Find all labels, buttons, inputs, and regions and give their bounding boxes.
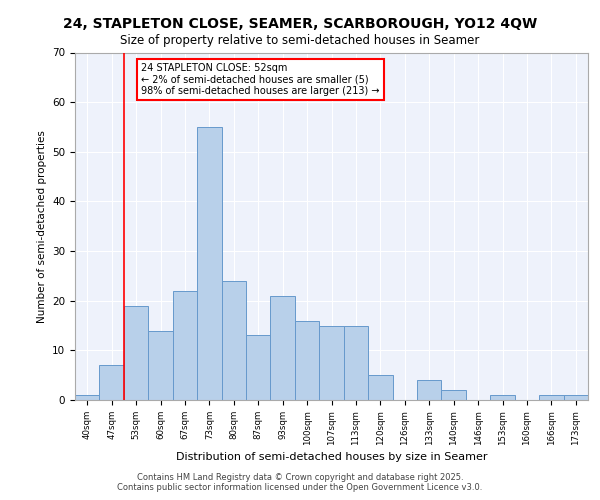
Bar: [75, 395, 100, 400]
Bar: [344, 326, 368, 400]
Bar: [221, 281, 246, 400]
Bar: [100, 365, 124, 400]
Bar: [442, 390, 466, 400]
Bar: [124, 306, 148, 400]
Bar: [539, 395, 563, 400]
X-axis label: Distribution of semi-detached houses by size in Seamer: Distribution of semi-detached houses by …: [176, 452, 487, 462]
Bar: [563, 395, 588, 400]
Y-axis label: Number of semi-detached properties: Number of semi-detached properties: [37, 130, 47, 322]
Bar: [295, 320, 319, 400]
Text: 24 STAPLETON CLOSE: 52sqm
← 2% of semi-detached houses are smaller (5)
98% of se: 24 STAPLETON CLOSE: 52sqm ← 2% of semi-d…: [141, 63, 380, 96]
Bar: [271, 296, 295, 400]
Text: 24, STAPLETON CLOSE, SEAMER, SCARBOROUGH, YO12 4QW: 24, STAPLETON CLOSE, SEAMER, SCARBOROUGH…: [63, 18, 537, 32]
Bar: [173, 291, 197, 400]
Bar: [417, 380, 442, 400]
Bar: [319, 326, 344, 400]
Bar: [490, 395, 515, 400]
Text: Size of property relative to semi-detached houses in Seamer: Size of property relative to semi-detach…: [121, 34, 479, 47]
Bar: [368, 375, 392, 400]
Bar: [246, 336, 271, 400]
Bar: [148, 330, 173, 400]
Bar: [197, 127, 221, 400]
Text: Contains HM Land Registry data © Crown copyright and database right 2025.
Contai: Contains HM Land Registry data © Crown c…: [118, 473, 482, 492]
